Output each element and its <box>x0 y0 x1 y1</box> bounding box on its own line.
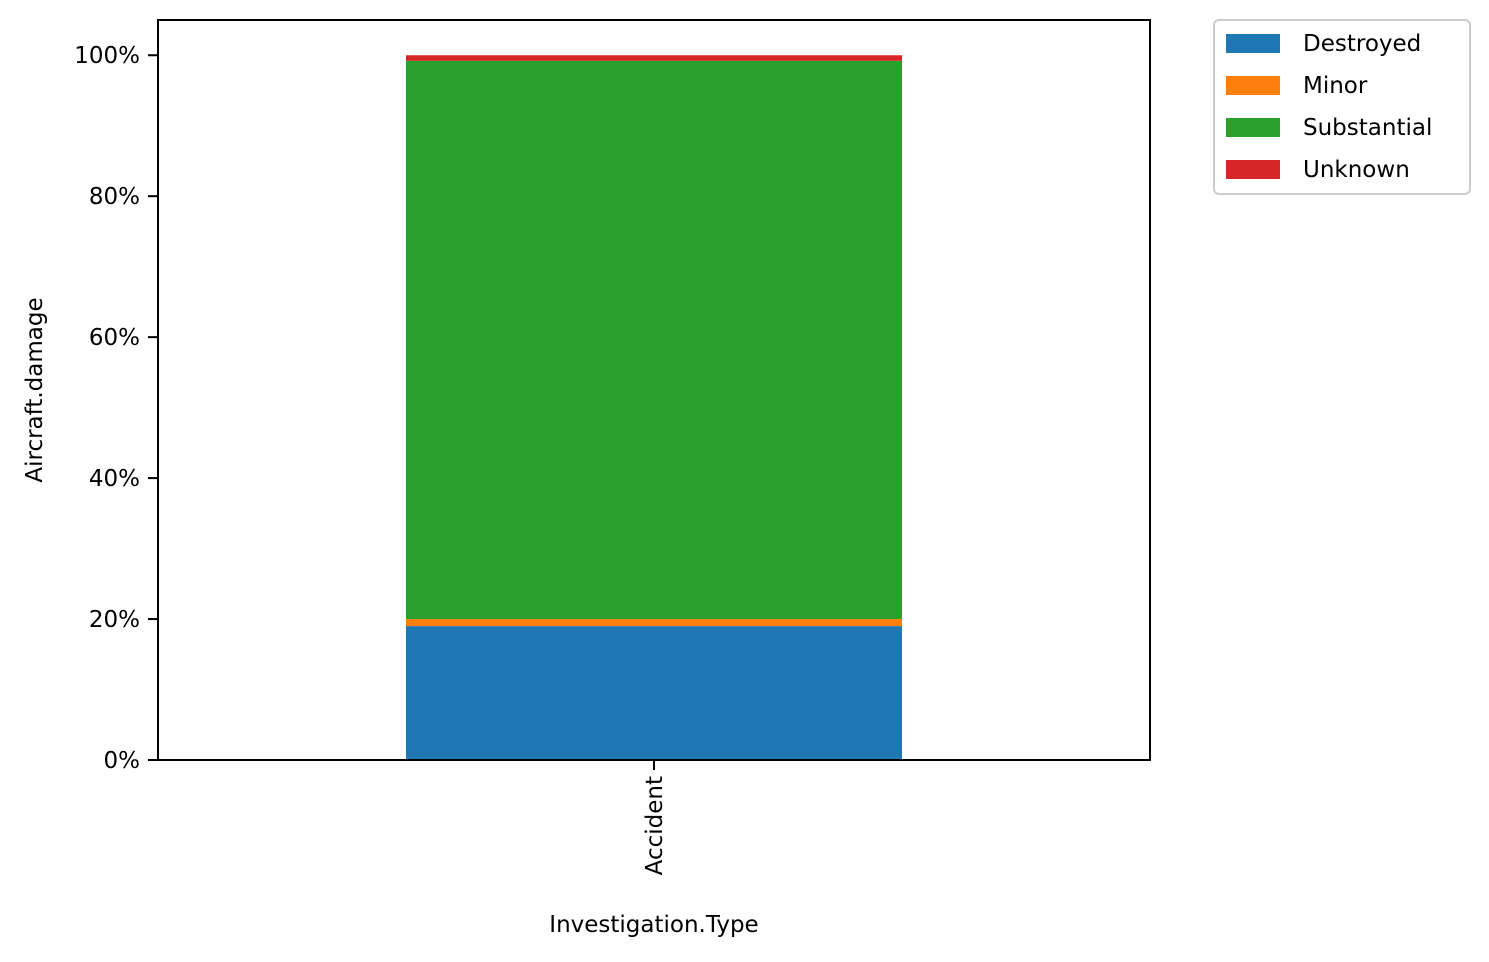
bar-segment-destroyed <box>406 626 902 760</box>
y-tick-label: 40% <box>89 466 140 492</box>
y-tick-label: 100% <box>74 43 140 69</box>
bars-layer <box>406 55 902 760</box>
legend-frame <box>1213 19 1471 195</box>
legend-swatch-unknown <box>1226 160 1280 179</box>
bar-segment-unknown <box>406 55 902 61</box>
x-axis-label: Investigation.Type <box>549 912 758 938</box>
y-axis-label: Aircraft.damage <box>22 297 48 482</box>
legend-label-destroyed: Destroyed <box>1303 31 1421 57</box>
legend-label-substantial: Substantial <box>1303 115 1432 141</box>
legend-swatch-destroyed <box>1226 34 1280 53</box>
x-tick-label: Accident <box>642 776 668 875</box>
y-tick-label: 20% <box>89 607 140 633</box>
legend-swatch-minor <box>1226 76 1280 95</box>
y-tick-label: 60% <box>89 325 140 351</box>
legend-label-minor: Minor <box>1303 73 1368 99</box>
legend-label-unknown: Unknown <box>1303 157 1410 183</box>
legend-swatch-substantial <box>1226 118 1280 137</box>
bar-segment-substantial <box>406 60 902 620</box>
legend: Destroyed Minor Substantial Unknown <box>1213 19 1471 195</box>
bar-segment-minor <box>406 619 902 627</box>
y-tick-label: 80% <box>89 184 140 210</box>
y-axis: 0% 20% 40% 60% 80% 100% <box>74 43 158 774</box>
x-axis: Accident <box>642 760 668 875</box>
y-tick-label: 0% <box>104 748 141 774</box>
legend-items: Destroyed Minor Substantial Unknown <box>1226 31 1432 183</box>
